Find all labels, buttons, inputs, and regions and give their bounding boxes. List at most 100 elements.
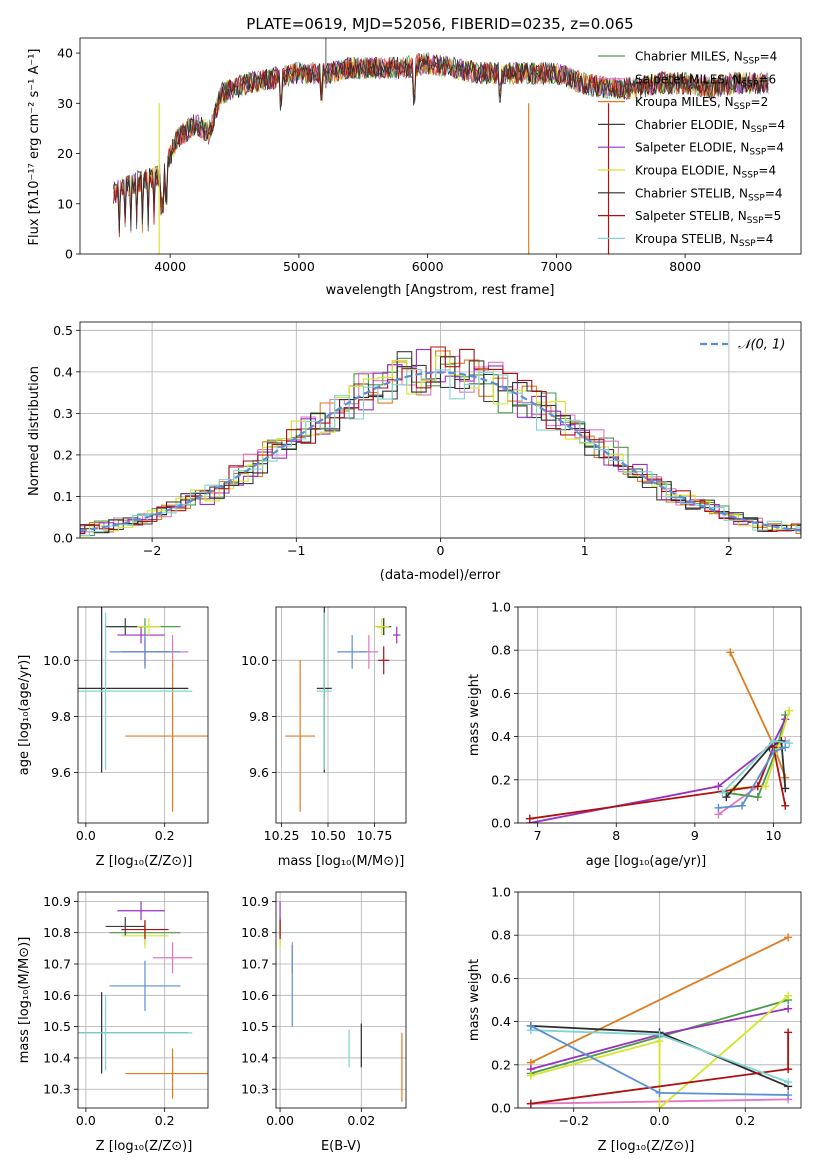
weight-series-marker [655,1088,664,1097]
error-bar-point [125,660,208,812]
y-tick-label: 0.4 [491,1014,511,1029]
legend-label: Kroupa ELODIE, NSSP=4 [635,164,776,181]
x-tick-label: 0.0 [76,828,96,843]
y-tick-label: 10.5 [43,1019,71,1034]
y-tick-label: 10.6 [241,988,269,1003]
z-vs-weight-x-label: Z [log₁₀(Z/Z⊙)] [598,1139,695,1154]
x-tick-label: 7000 [540,259,572,274]
y-tick-label: 0.4 [53,364,73,379]
weight-series-marker [655,1030,664,1039]
weight-series-marker [784,1091,793,1100]
weight-series-marker [784,933,793,942]
y-tick-label: 9.6 [249,765,269,780]
error-bar-point [121,920,169,939]
axes-frame [275,891,407,1109]
y-tick-label: 9.6 [51,765,71,780]
y-tick-label: 0.5 [53,323,73,338]
y-tick-label: 10 [57,196,73,211]
weight-series-line [725,739,787,798]
z-vs-age-y-label: age [log₁₀(age/yr)] [17,655,32,776]
weight-series-marker [726,648,735,657]
weight-series-line [530,936,789,1064]
weight-series-marker [714,782,723,791]
error-bar-point [78,607,189,773]
legend-label: Chabrier ELODIE, NSSP=4 [635,118,785,135]
ebv-vs-mass-plot-area: 0.00 0.02 10.3 10.4 10.5 10.6 10.7 10.8 10.9 [241,891,407,1128]
weight-series-marker [655,1104,664,1108]
error-bar-point [152,942,193,974]
weight-series-marker [525,814,534,823]
y-tick-label: 10.9 [241,894,269,909]
y-tick-label: 0.4 [491,729,511,744]
weight-series-marker [753,793,762,802]
residuals-y-label: Normed distribution [27,366,42,496]
weight-series-marker [781,801,790,810]
z-vs-weight-panel: −0.2 0.0 0.2 0.0 0.2 0.4 0.6 0.8 1.0 Z [log₁₀(Z/… [467,885,802,1154]
histogram-series [80,369,801,536]
y-tick-label: 30 [57,96,73,111]
error-bar-point [117,901,165,921]
weight-series-marker [738,801,747,810]
spectrum-legend: Chabrier MILES, NSSP=4 Salpeter MILES, NS… [598,50,785,249]
legend-label: 𝒩(0, 1) [738,338,785,353]
x-tick-label: 0 [437,543,445,558]
axes-frame [517,891,802,1109]
y-tick-label: 0.6 [491,971,511,986]
weight-series-marker [769,747,778,756]
x-tick-label: 0.0 [650,1113,670,1128]
legend-label: Salpeter MILES, NSSP=6 [635,72,776,89]
y-tick-label: 0.2 [491,1057,511,1072]
error-bar-point [337,635,367,669]
mass-vs-age-panel: 10.25 10.50 10.75 9.6 9.8 10.0 mass [log₁₀(M/… [241,606,407,869]
z-vs-age-plot-area: 0.0 0.2 9.6 9.8 10.0 [43,606,209,843]
z-vs-mass-panel: 0.0 0.2 10.3 10.4 10.5 10.6 10.7 10.8 10.9 Z [lo… [17,891,209,1154]
y-tick-label: 0.0 [53,531,73,546]
y-tick-label: 10.4 [241,1050,269,1065]
ebv-vs-mass-x-label: E(B-V) [321,1139,361,1154]
histogram-series [80,350,801,534]
weight-series-marker [784,1004,793,1013]
residuals-legend: 𝒩(0, 1) [700,338,785,353]
y-tick-label: 9.8 [51,709,71,724]
x-tick-label: 9 [691,828,699,843]
x-tick-label: 10 [766,828,782,843]
weight-series-marker [784,1028,793,1037]
x-tick-label: −1 [287,543,305,558]
error-bar-point [316,612,332,770]
legend-label: Salpeter STELIB, NSSP=5 [635,209,781,226]
error-bar-point [137,618,161,636]
x-tick-label: 10.75 [357,828,393,843]
weight-series-marker [526,1071,535,1080]
x-tick-label: 6000 [412,259,444,274]
weight-series-marker [718,788,727,797]
axes-frame [77,891,209,1109]
weight-series-marker [526,1021,535,1030]
residuals-plot-area: −2 −1 0 1 2 0.0 0.1 0.2 0.3 0.4 0.5 𝒩(0, 1) [53,321,802,558]
x-tick-label: 4000 [154,259,186,274]
x-tick-label: −0.2 [559,1113,589,1128]
y-tick-label: 10.8 [241,925,269,940]
age-vs-weight-y-label: mass weight [467,674,482,756]
y-tick-label: 0.3 [53,406,73,421]
spectrum-panel: PLATE=0619, MJD=52056, FIBERID=0235, z=0… [27,15,802,298]
weight-series-marker [761,782,770,791]
legend-label: Chabrier MILES, NSSP=4 [635,50,777,67]
histogram-series [80,355,801,537]
axes-frame [79,321,802,539]
y-tick-label: 10.5 [241,1019,269,1034]
weight-series-marker [526,1099,535,1108]
error-bar-point [378,646,390,675]
x-tick-label: 8000 [669,259,701,274]
z-vs-mass-plot-area: 0.0 0.2 10.3 10.4 10.5 10.6 10.7 10.8 10.9 [43,891,209,1128]
mass-vs-age-plot-area: 10.25 10.50 10.75 9.6 9.8 10.0 [241,606,407,843]
weight-series-marker [714,803,723,812]
y-tick-label: 0.8 [491,643,511,658]
legend-label: Salpeter ELODIE, NSSP=4 [635,141,784,158]
axes-frame [517,606,802,824]
y-tick-label: 10.9 [43,894,71,909]
x-tick-label: 0.2 [735,1113,755,1128]
x-tick-label: 0.00 [266,1113,294,1128]
spectrum-title: PLATE=0619, MJD=52056, FIBERID=0235, z=0… [246,15,633,33]
y-tick-label: 9.8 [249,709,269,724]
y-tick-label: 0.2 [491,772,511,787]
